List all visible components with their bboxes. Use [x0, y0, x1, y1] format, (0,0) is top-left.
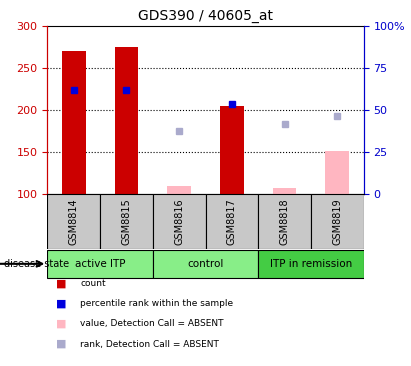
Text: GSM8815: GSM8815 — [121, 198, 132, 245]
Text: GSM8817: GSM8817 — [227, 198, 237, 245]
Text: GSM8819: GSM8819 — [332, 198, 342, 245]
Text: ■: ■ — [55, 319, 66, 329]
Title: GDS390 / 40605_at: GDS390 / 40605_at — [138, 9, 273, 23]
Bar — [220, 107, 244, 194]
Bar — [258, 250, 364, 279]
Text: GSM8814: GSM8814 — [69, 198, 79, 245]
Bar — [47, 250, 153, 279]
Bar — [326, 151, 349, 194]
Bar — [206, 194, 258, 249]
Text: ■: ■ — [55, 339, 66, 349]
Text: ■: ■ — [55, 299, 66, 309]
Bar — [167, 186, 191, 194]
Text: ITP in remission: ITP in remission — [270, 259, 352, 269]
Bar — [273, 188, 296, 194]
Bar — [62, 51, 85, 194]
Text: ■: ■ — [55, 279, 66, 289]
Text: GSM8818: GSM8818 — [279, 198, 290, 245]
Bar — [153, 194, 206, 249]
Text: rank, Detection Call = ABSENT: rank, Detection Call = ABSENT — [80, 340, 219, 348]
Bar — [258, 194, 311, 249]
Text: count: count — [80, 279, 106, 288]
Bar — [153, 250, 258, 279]
Text: active ITP: active ITP — [75, 259, 125, 269]
Text: control: control — [187, 259, 224, 269]
Text: disease state: disease state — [4, 259, 69, 269]
Bar — [47, 194, 100, 249]
Text: percentile rank within the sample: percentile rank within the sample — [80, 299, 233, 308]
Bar — [311, 194, 364, 249]
Text: GSM8816: GSM8816 — [174, 198, 184, 245]
Bar — [115, 46, 138, 194]
Text: value, Detection Call = ABSENT: value, Detection Call = ABSENT — [80, 320, 224, 328]
Bar — [100, 194, 153, 249]
